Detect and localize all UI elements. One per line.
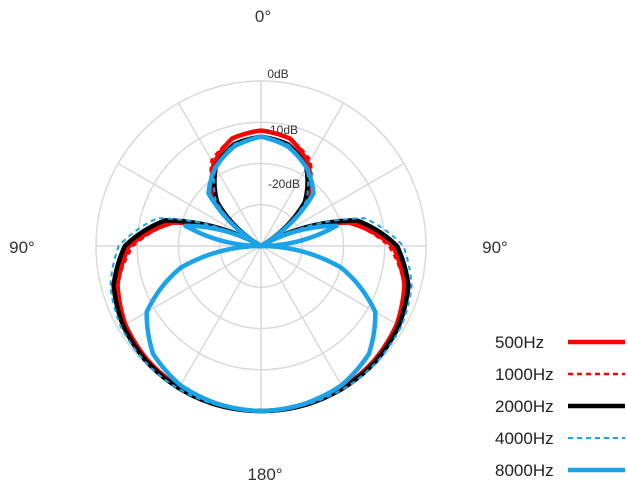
legend-label-8000Hz: 8000Hz	[495, 461, 554, 480]
grid-spoke	[260, 245, 345, 390]
ring-label-0db: 0dB	[267, 67, 288, 81]
series-8000Hz-line	[144, 134, 378, 414]
legend: 500Hz 1000Hz 2000Hz 4000Hz 8000Hz	[495, 333, 625, 480]
angle-label-90-right: 90°	[482, 238, 508, 257]
grid-spoke	[177, 102, 262, 247]
angle-label-180: 180°	[247, 465, 282, 484]
legend-label-2000Hz: 2000Hz	[495, 397, 554, 416]
legend-label-1000Hz: 1000Hz	[495, 365, 554, 384]
polar-curves	[109, 128, 413, 414]
ring-label-minus10db: -10dB	[266, 123, 298, 137]
grid-spoke	[260, 245, 405, 330]
grid-spoke	[260, 102, 345, 247]
grid-spoke	[117, 245, 262, 330]
ring-label-minus20db: -20dB	[268, 177, 300, 191]
legend-label-500Hz: 500Hz	[495, 333, 544, 352]
angle-label-90-left: 90°	[9, 238, 35, 257]
legend-label-4000Hz: 4000Hz	[495, 429, 554, 448]
angle-label-0: 0°	[255, 7, 271, 26]
grid-spoke	[177, 245, 262, 390]
